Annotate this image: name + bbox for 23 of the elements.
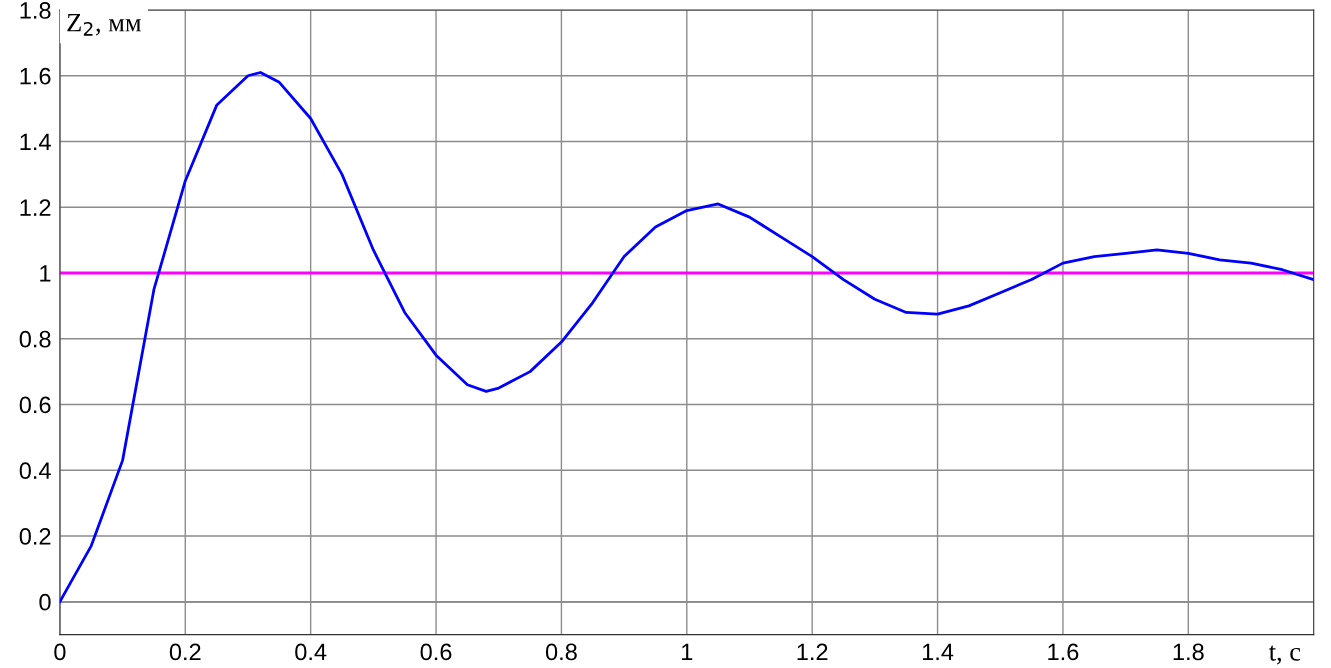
x-tick-label: 1.6 xyxy=(1048,643,1079,661)
x-tick-label: 1 xyxy=(682,643,693,661)
y-tick-label: 0 xyxy=(39,593,51,611)
x-tick-label: 1.4 xyxy=(922,643,954,661)
y-tick-label: 0.2 xyxy=(19,528,51,545)
x-tick-label: 0 xyxy=(54,643,66,661)
y-tick-label: 1.4 xyxy=(20,133,51,151)
line-series xyxy=(59,71,1314,604)
x-tick-label: 0.6 xyxy=(420,643,452,661)
y-tick-label: 0.8 xyxy=(19,330,51,348)
y-axis-title: Z$_{2}$, мм xyxy=(67,14,141,36)
y-tick-label: 1 xyxy=(40,265,51,282)
y-tick-label: 0.4 xyxy=(19,462,51,480)
x-tick-label: 0.8 xyxy=(545,643,577,661)
y-tick-label: 1.2 xyxy=(20,199,51,216)
x-tick-label: 0.4 xyxy=(295,643,327,661)
x-tick-label: 0.2 xyxy=(169,643,201,661)
y-tick-label: 1.8 xyxy=(20,2,51,19)
x-tick-label: 1.8 xyxy=(1173,643,1204,661)
x-tick-label: 1.2 xyxy=(797,643,828,661)
y-tick-label: 1.6 xyxy=(20,67,51,85)
y-tick-label: 0.6 xyxy=(19,396,51,414)
x-axis-title: t, с xyxy=(1269,645,1301,665)
